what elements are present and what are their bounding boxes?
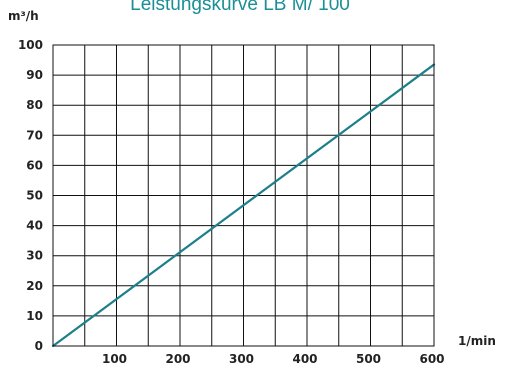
- y-tick-label: 0: [35, 339, 43, 353]
- x-axis-label: 1/min: [458, 334, 496, 348]
- x-tick-label: 600: [419, 352, 444, 366]
- y-tick-label: 70: [26, 128, 43, 142]
- y-axis-label: m³/h: [8, 9, 39, 23]
- performance-line: [51, 63, 436, 348]
- series: [51, 63, 436, 348]
- x-tick-label: 200: [165, 352, 190, 366]
- y-tick-label: 60: [26, 158, 43, 172]
- y-tick-label: 80: [26, 98, 43, 112]
- x-tick-label: 100: [102, 352, 127, 366]
- x-tick-label: 300: [229, 352, 254, 366]
- y-tick-label: 30: [26, 249, 43, 263]
- chart-title: Leistungskurve LB M/ 100: [130, 0, 350, 15]
- grid: [53, 45, 434, 346]
- x-tick-labels: 100 200 300 400 500 600: [102, 352, 445, 366]
- x-tick-label: 500: [356, 352, 381, 366]
- y-tick-label: 90: [26, 68, 43, 82]
- y-tick-label: 40: [26, 219, 43, 233]
- y-tick-label: 20: [26, 279, 43, 293]
- y-tick-label: 10: [26, 309, 43, 323]
- y-tick-label: 50: [26, 189, 43, 203]
- y-tick-labels: 0 10 20 30 40 50 60 70 80 90 100: [18, 38, 43, 353]
- plot-frame: [52, 44, 435, 347]
- y-tick-label: 100: [18, 38, 43, 52]
- x-tick-label: 400: [292, 352, 317, 366]
